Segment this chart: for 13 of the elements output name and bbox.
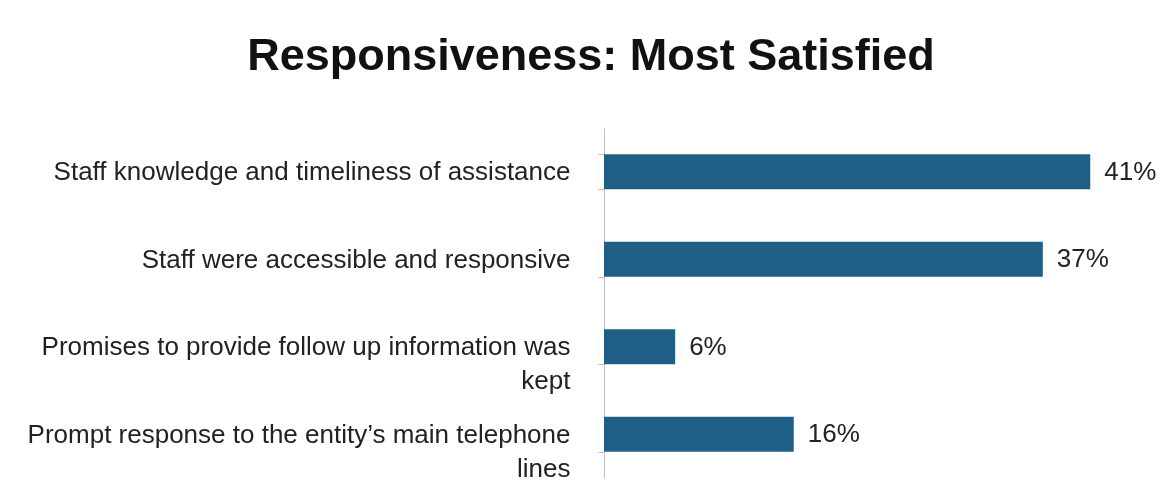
bar — [604, 241, 1043, 277]
data-label: 16% — [807, 418, 860, 449]
y-tick-label: Prompt response to the entity’s main telephone lines — [27, 418, 571, 483]
data-label: 41% — [1104, 155, 1157, 186]
data-label: 37% — [1056, 243, 1109, 274]
bar — [604, 329, 676, 365]
chart-title: Responsiveness: Most Satisfied — [247, 29, 935, 80]
y-tick-label: Staff were accessible and responsive — [141, 243, 571, 274]
y-tick-label: Staff knowledge and timeliness of assistance — [53, 156, 571, 187]
bar — [604, 154, 1091, 190]
data-label: 6% — [689, 330, 727, 361]
y-tick-label: Promises to provide follow up information was kept — [41, 331, 572, 396]
bar — [604, 416, 794, 452]
